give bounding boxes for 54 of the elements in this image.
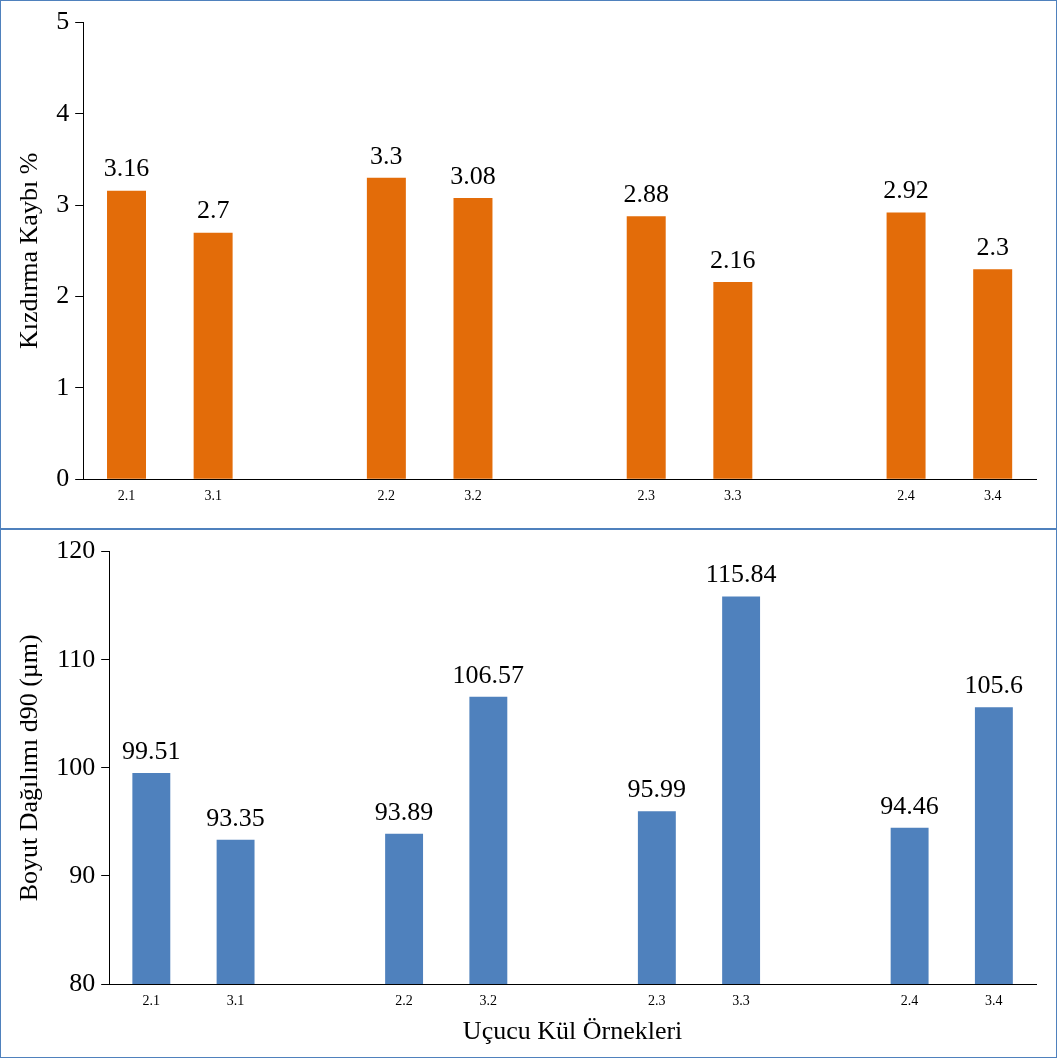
data-label: 105.6 xyxy=(964,670,1024,700)
bar xyxy=(107,190,146,479)
x-tick-label: 2.2 xyxy=(395,993,413,1009)
x-tick-label: 3.1 xyxy=(204,488,222,504)
data-label: 2.92 xyxy=(883,175,929,205)
x-tick-label: 3.2 xyxy=(479,993,498,1009)
x-tick-label: 2.4 xyxy=(900,993,919,1009)
y-tick-label: 110 xyxy=(57,643,96,673)
x-tick-label: 2.1 xyxy=(117,488,136,504)
x-tick-label: 3.4 xyxy=(985,993,1003,1009)
bar xyxy=(366,177,406,479)
x-tick-label: 2.1 xyxy=(142,993,161,1009)
data-label: 106.57 xyxy=(452,659,525,689)
x-tick-label: 2.2 xyxy=(377,488,396,504)
data-label: 2.16 xyxy=(710,244,756,274)
data-label: 94.46 xyxy=(880,790,939,820)
y-tick-label: 80 xyxy=(69,967,96,997)
data-label: 115.84 xyxy=(705,559,777,589)
x-tick-label: 2.3 xyxy=(648,993,666,1009)
bar xyxy=(973,269,1013,479)
x-axis-title: Uçucu Kül Örnekleri xyxy=(462,1016,683,1046)
bar xyxy=(713,281,753,479)
data-label: 2.3 xyxy=(976,231,1009,261)
y-tick-label: 90 xyxy=(69,859,96,889)
y-tick-label: 3 xyxy=(56,189,70,219)
data-label: 2.88 xyxy=(623,179,669,209)
data-label: 3.08 xyxy=(450,160,496,190)
y-tick-label: 120 xyxy=(56,535,96,565)
y-axis-title: Boyut Dağılımı d90 (µm) xyxy=(14,634,44,902)
x-tick-label: 3.4 xyxy=(983,488,1002,504)
y-tick-label: 100 xyxy=(56,751,96,781)
bar xyxy=(453,197,493,479)
bar xyxy=(886,212,926,479)
y-axis-title: Kızdırma Kaybı % xyxy=(14,152,44,350)
y-tick-label: 0 xyxy=(56,463,70,493)
y-tick-label: 5 xyxy=(56,6,70,36)
y-tick-label: 1 xyxy=(56,371,70,401)
x-tick-label: 3.3 xyxy=(724,488,742,504)
data-label: 3.16 xyxy=(103,153,150,183)
x-tick-label: 3.2 xyxy=(464,488,482,504)
bar xyxy=(193,232,233,479)
x-tick-label: 3.3 xyxy=(732,993,750,1009)
y-tick-label: 2 xyxy=(56,280,70,310)
data-label: 93.89 xyxy=(374,796,434,826)
x-tick-label: 2.4 xyxy=(897,488,915,504)
y-tick-label: 4 xyxy=(56,97,70,127)
data-label: 2.7 xyxy=(196,195,230,225)
data-label: 3.3 xyxy=(370,140,403,170)
x-tick-label: 3.1 xyxy=(226,993,245,1009)
data-label: 95.99 xyxy=(627,773,687,803)
x-tick-label: 2.3 xyxy=(637,488,655,504)
data-label: 99.51 xyxy=(122,735,181,765)
bar xyxy=(626,216,666,479)
data-label: 93.35 xyxy=(206,802,265,832)
